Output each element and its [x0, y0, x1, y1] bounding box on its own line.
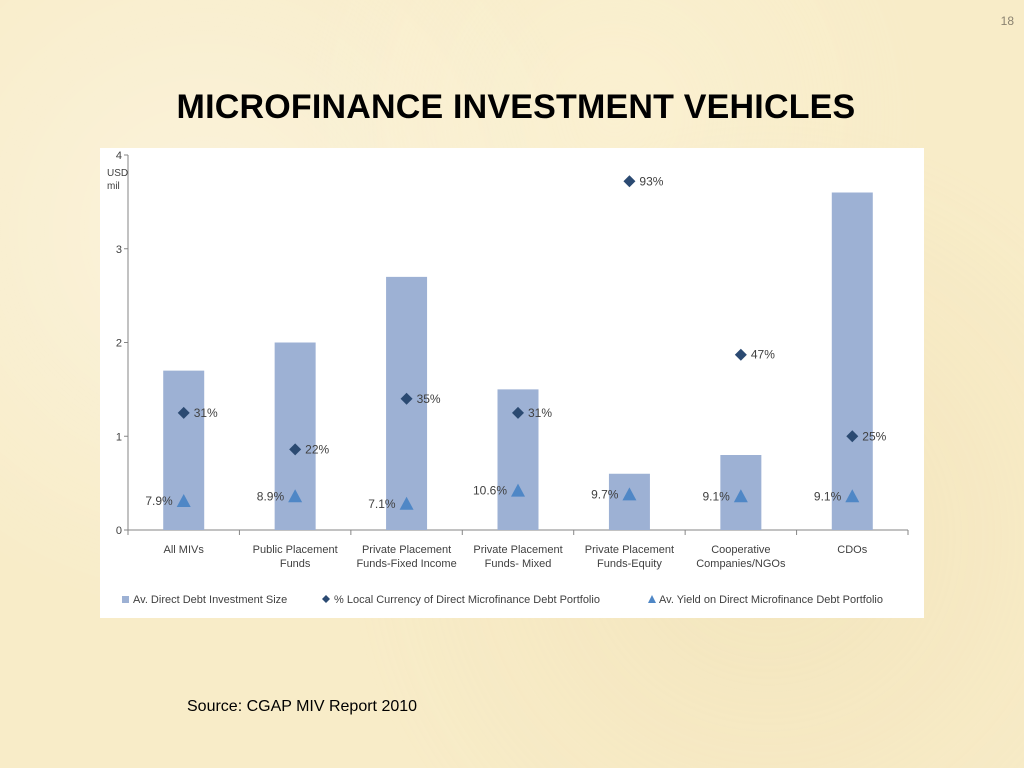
diamond-data-label: 47% — [751, 348, 775, 362]
diamond-marker — [846, 430, 859, 443]
legend-bar-swatch — [122, 596, 129, 603]
diamond-data-label: 31% — [528, 406, 552, 420]
legend-triangle-swatch — [648, 595, 656, 603]
diamond-marker — [177, 406, 190, 419]
triangle-marker — [511, 483, 525, 497]
x-category-label: Private Placement — [473, 544, 562, 556]
y-axis-unit-label: USD — [107, 168, 128, 179]
diamond-marker — [623, 175, 636, 188]
x-category-label: Funds-Equity — [597, 558, 662, 570]
diamond-data-label: 25% — [862, 429, 886, 443]
x-category-label: CDOs — [837, 544, 867, 556]
diamond-data-label: 35% — [417, 392, 441, 406]
triangle-data-label: 7.9% — [145, 494, 173, 508]
x-category-label: Public Placement — [253, 544, 338, 556]
slide-number: 18 — [1000, 14, 1014, 28]
triangle-data-label: 8.9% — [257, 489, 285, 503]
triangle-marker — [622, 487, 637, 501]
y-tick-label: 4 — [116, 150, 122, 162]
triangle-data-label: 9.1% — [702, 489, 730, 503]
diamond-data-label: 31% — [194, 406, 218, 420]
triangle-marker — [845, 489, 860, 503]
x-category-label: Private Placement — [362, 544, 451, 556]
x-category-label: Cooperative — [711, 544, 770, 556]
triangle-marker — [176, 493, 191, 507]
y-tick-label: 2 — [116, 338, 122, 350]
legend-diamond-swatch — [322, 595, 330, 603]
x-category-label: Funds- Mixed — [485, 558, 552, 570]
diamond-marker — [512, 406, 524, 419]
triangle-data-label: 9.1% — [814, 489, 842, 503]
x-category-label: Private Placement — [585, 544, 674, 556]
diamond-marker — [734, 348, 747, 361]
y-tick-label: 0 — [116, 525, 122, 537]
x-category-label: Companies/NGOs — [696, 558, 786, 570]
legend-bar-label: Av. Direct Debt Investment Size — [133, 594, 287, 606]
diamond-marker — [400, 392, 413, 405]
triangle-marker — [399, 496, 414, 510]
y-tick-label: 1 — [116, 431, 122, 443]
y-tick-label: 3 — [116, 244, 122, 256]
bar — [831, 192, 873, 530]
triangle-data-label: 10.6% — [473, 484, 507, 498]
chart-panel: 0 1 2 3 4 USD mil All MIVs Public Placement Funds… — [100, 148, 924, 618]
y-axis-unit-label: mil — [107, 181, 120, 192]
chart-svg: 0 1 2 3 4 USD mil All MIVs Public Placement Funds… — [107, 150, 909, 606]
diamond-data-label: 93% — [639, 174, 663, 188]
diamond-marker — [289, 443, 302, 456]
bar — [608, 473, 650, 530]
x-category-label: All MIVs — [164, 544, 205, 556]
triangle-data-label: 9.7% — [591, 487, 619, 501]
triangle-marker — [288, 489, 303, 503]
x-category-label: Funds-Fixed Income — [356, 558, 456, 570]
source-note: Source: CGAP MIV Report 2010 — [187, 698, 418, 715]
triangle-data-label: 7.1% — [368, 497, 396, 511]
legend-triangle-label: Av. Yield on Direct Microfinance Debt Po… — [659, 594, 883, 606]
diamond-data-label: 22% — [305, 442, 329, 456]
x-category-label: Funds — [280, 558, 311, 570]
slide-title: MICROFINANCE INVESTMENT VEHICLES — [176, 88, 856, 126]
legend-diamond-label: % Local Currency of Direct Microfinance … — [334, 594, 600, 606]
triangle-marker — [733, 489, 748, 503]
